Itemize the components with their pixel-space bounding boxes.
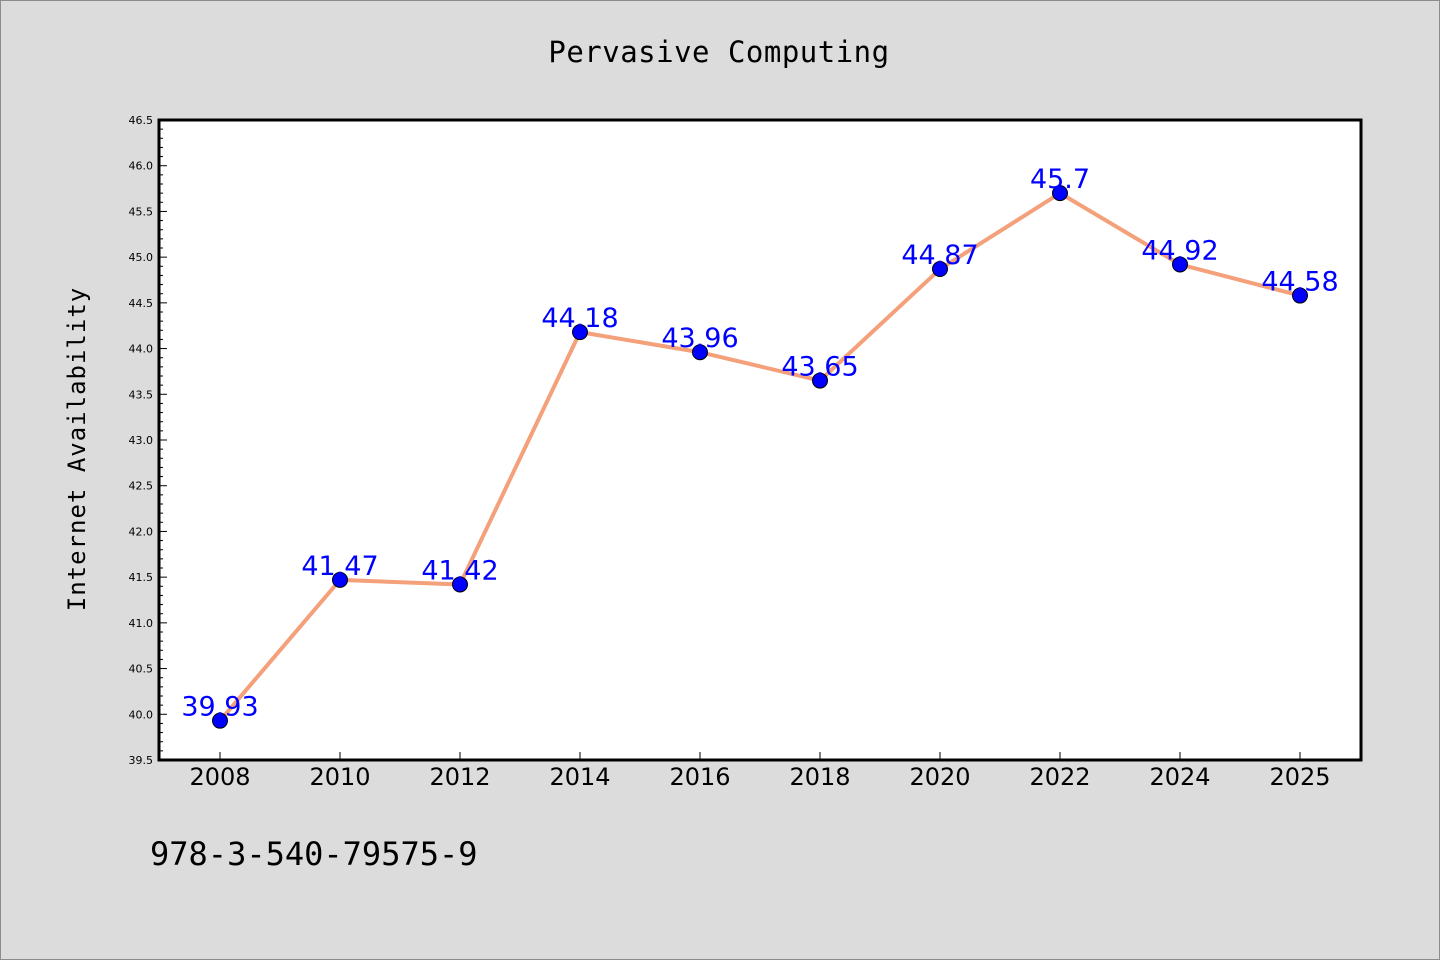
plot-area: [159, 120, 1361, 760]
data-label: 44.87: [901, 240, 978, 271]
y-tick-label: 42.5: [129, 480, 154, 493]
series-line: [218, 191, 1302, 723]
data-point: [1052, 185, 1068, 202]
plot-border: [157, 118, 1363, 762]
data-label: 45.7: [1030, 164, 1090, 195]
data-point: [1172, 256, 1188, 273]
isbn-footnote: 978-3-540-79575-9: [150, 835, 478, 873]
y-tick-label: 41.5: [129, 571, 154, 584]
x-tick-label: 2022: [1029, 763, 1090, 791]
y-tick-label: 45.0: [129, 251, 154, 264]
x-tick-label: 2016: [669, 763, 730, 791]
x-tick-label: 2018: [789, 763, 850, 791]
data-point: [212, 712, 228, 729]
x-tick-label: 2024: [1149, 763, 1210, 791]
y-tick-label: 46.5: [129, 114, 154, 127]
y-tick-label: 44.5: [129, 297, 154, 310]
x-tick-label: 2014: [549, 763, 610, 791]
data-point: [932, 261, 948, 278]
data-label: 44.92: [1141, 235, 1218, 266]
y-tick-label: 41.0: [129, 617, 154, 630]
data-label: 43.96: [661, 323, 738, 354]
chart-title: Pervasive Computing: [548, 35, 890, 69]
data-label: 41.42: [421, 555, 498, 586]
data-point: [1292, 287, 1308, 304]
data-label: 41.47: [301, 551, 378, 582]
y-tick-label: 43.0: [129, 434, 154, 447]
y-tick-label: 45.5: [129, 205, 154, 218]
data-label: 39.93: [181, 692, 258, 723]
y-tick-label: 44.0: [129, 343, 154, 356]
x-tick-label: 2010: [309, 763, 370, 791]
y-tick-label: 43.5: [129, 388, 154, 401]
data-point: [332, 571, 348, 588]
data-point: [452, 576, 468, 593]
x-tick-label: 2025: [1269, 763, 1330, 791]
data-label: 44.58: [1261, 267, 1338, 298]
y-tick-label: 39.5: [129, 754, 154, 767]
x-tick-label: 2012: [429, 763, 490, 791]
y-tick-label: 46.0: [129, 160, 154, 173]
data-label: 43.65: [781, 352, 858, 383]
x-tick-label: 2008: [189, 763, 250, 791]
data-point: [812, 372, 828, 389]
y-tick-label: 42.0: [129, 525, 154, 538]
data-label: 44.18: [541, 303, 618, 334]
y-tick-label: 40.0: [129, 708, 154, 721]
data-point: [692, 344, 708, 361]
x-tick-label: 2020: [909, 763, 970, 791]
data-point: [572, 324, 588, 341]
y-tick-label: 40.5: [129, 663, 154, 676]
